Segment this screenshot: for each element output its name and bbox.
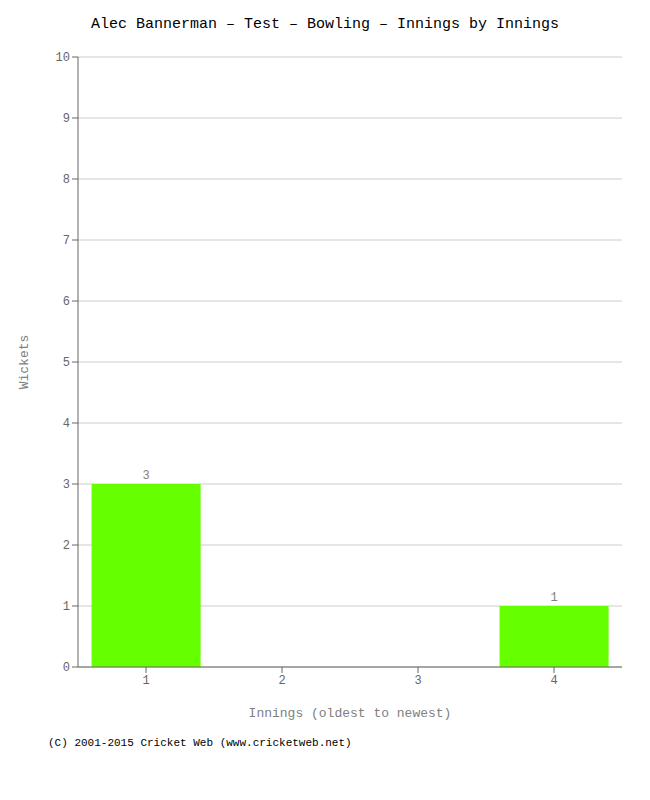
svg-text:7: 7 <box>63 234 70 248</box>
svg-text:4: 4 <box>550 674 557 688</box>
svg-text:3: 3 <box>63 478 70 492</box>
svg-text:5: 5 <box>63 356 70 370</box>
svg-text:0: 0 <box>63 661 70 675</box>
svg-text:2: 2 <box>278 674 285 688</box>
html-text:(C) 2001-2015 Cricket Web (www: (C) 2001-2015 Cricket Web (www.cricketwe… <box>48 737 352 749</box>
svg-text:Innings (oldest to newest): Innings (oldest to newest) <box>249 706 452 721</box>
svg-text:3: 3 <box>414 674 421 688</box>
svg-text:8: 8 <box>63 173 70 187</box>
svg-text:9: 9 <box>63 112 70 126</box>
svg-text:2: 2 <box>63 539 70 553</box>
svg-text:Wickets: Wickets <box>17 335 32 390</box>
svg-text:3: 3 <box>142 469 149 483</box>
svg-text:1: 1 <box>63 600 70 614</box>
svg-text:1: 1 <box>142 674 149 688</box>
svg-text:6: 6 <box>63 295 70 309</box>
svg-text:1: 1 <box>550 591 557 605</box>
svg-text:10: 10 <box>56 51 70 65</box>
html-text:Alec Bannerman – Test – Bowlin: Alec Bannerman – Test – Bowling – Inning… <box>91 16 559 33</box>
svg-text:4: 4 <box>63 417 70 431</box>
